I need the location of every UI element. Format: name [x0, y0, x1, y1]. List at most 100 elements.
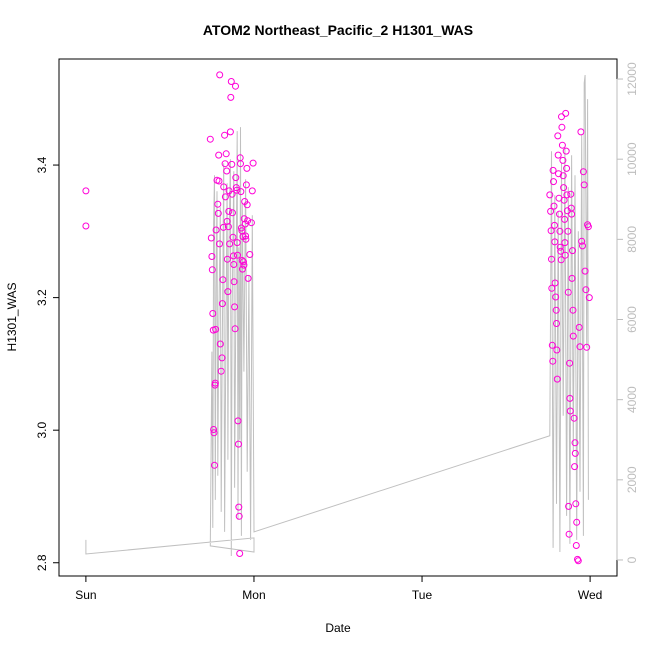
data-point	[578, 237, 586, 245]
data-point	[562, 109, 570, 117]
data-point	[232, 174, 240, 182]
data-point	[577, 128, 585, 136]
data-point	[564, 288, 572, 296]
data-point	[568, 274, 576, 282]
data-point	[222, 150, 230, 158]
data-point	[566, 394, 574, 402]
data-point	[226, 240, 234, 248]
y2-tick-label: 10000	[625, 142, 639, 176]
data-point	[226, 128, 234, 136]
data-point	[223, 255, 231, 263]
data-point	[561, 215, 569, 223]
data-point	[551, 279, 559, 287]
x-tick-label: Sun	[75, 588, 96, 602]
data-point	[566, 359, 574, 367]
data-point	[580, 181, 588, 189]
x-tick-label: Wed	[578, 588, 602, 602]
data-point	[214, 200, 222, 208]
data-point	[558, 123, 566, 131]
data-point	[236, 550, 244, 557]
data-point	[555, 170, 562, 178]
data-point	[224, 223, 232, 231]
data-point	[553, 320, 560, 327]
data-point	[243, 201, 251, 209]
data-point	[548, 284, 556, 292]
data-point	[206, 135, 214, 143]
data-point	[242, 232, 250, 240]
data-point	[561, 251, 569, 259]
series-line	[85, 74, 589, 557]
data-point	[559, 156, 567, 164]
data-point	[234, 417, 242, 425]
data-point	[550, 178, 557, 186]
y-tick-label: 3.0	[35, 422, 49, 439]
data-point	[550, 202, 558, 210]
data-point	[562, 147, 570, 155]
data-point	[221, 131, 229, 139]
data-point	[234, 251, 241, 259]
data-point	[210, 426, 218, 433]
data-point	[582, 286, 590, 294]
data-point	[211, 379, 219, 387]
data-point	[581, 267, 589, 275]
data-point	[564, 227, 572, 235]
y-tick-label: 3.4	[35, 156, 49, 173]
data-point	[228, 190, 236, 198]
data-point	[215, 151, 223, 159]
y2-tick-label: 6000	[625, 306, 639, 333]
data-point	[233, 239, 241, 247]
data-point	[224, 288, 232, 296]
x-tick-label: Tue	[412, 588, 433, 602]
data-point	[579, 168, 587, 176]
data-point	[235, 503, 243, 511]
data-point	[571, 463, 579, 471]
data-point	[235, 440, 242, 448]
data-point	[557, 256, 565, 264]
y2-tick-label: 2000	[625, 466, 639, 493]
data-point	[548, 255, 555, 263]
data-point	[218, 300, 226, 308]
data-point	[221, 160, 229, 168]
data-point	[207, 234, 215, 242]
data-point	[549, 357, 557, 365]
data-point	[558, 113, 565, 121]
data-point	[548, 341, 556, 349]
data-point	[219, 276, 227, 284]
data-point	[565, 530, 573, 538]
data-point	[239, 265, 246, 273]
data-point	[216, 71, 224, 79]
data-point	[553, 346, 561, 354]
data-point	[568, 210, 576, 218]
data-point	[237, 160, 244, 168]
data-point	[230, 261, 238, 268]
data-point	[557, 247, 565, 255]
data-point	[230, 278, 238, 286]
data-point	[208, 266, 216, 274]
data-point	[240, 261, 248, 269]
data-point	[218, 354, 226, 362]
data-point	[584, 223, 592, 231]
data-point	[569, 306, 577, 314]
data-point	[547, 207, 555, 215]
data-point	[248, 187, 256, 195]
data-point	[212, 226, 220, 234]
data-point	[552, 293, 560, 301]
data-point	[574, 555, 581, 563]
data-point	[240, 258, 247, 266]
data-point	[583, 343, 591, 351]
data-point	[210, 429, 218, 437]
data-point	[573, 518, 581, 526]
y2-tick-label: 8000	[625, 226, 639, 253]
data-point	[209, 310, 217, 317]
data-point	[559, 172, 567, 180]
y-axis-label: H1301_WAS	[5, 283, 19, 352]
axes-layer: 2.8 3.0 3.2 3.4 0 2000 4000 6000 8000 10000 12000 S…	[35, 62, 639, 602]
data-point	[551, 238, 559, 246]
data-point	[566, 407, 574, 415]
data-point	[576, 343, 584, 351]
data-point	[574, 557, 582, 565]
data-point	[567, 190, 575, 198]
data-point	[242, 181, 250, 189]
data-point	[571, 439, 579, 447]
